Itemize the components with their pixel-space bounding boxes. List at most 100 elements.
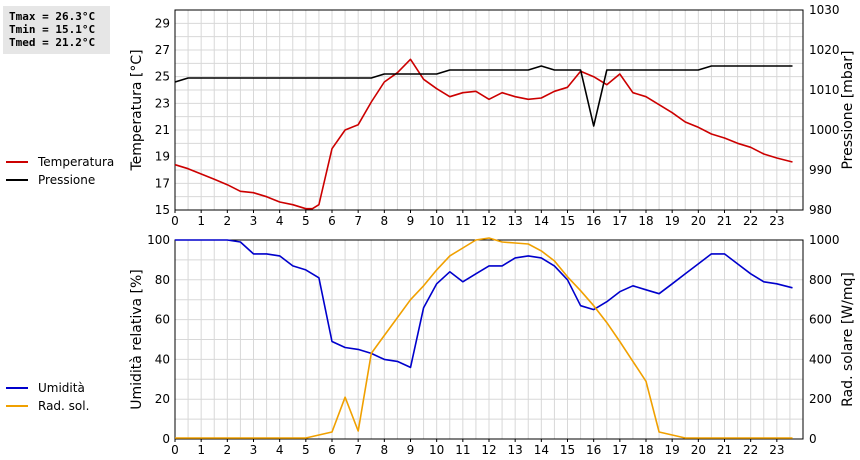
- x-tick-label-0-5: 5: [302, 214, 310, 228]
- x-tick-label-1-18: 18: [638, 443, 653, 457]
- x-tick-label-1-11: 11: [455, 443, 470, 457]
- legend-bottom: Umidità Rad. sol.: [6, 379, 89, 415]
- chart-panel-1: 0 1 2 3 4 5 6 7 8 9 10 11 12 13 14 15 16 17 18 19 20 21 22 2302…: [129, 233, 856, 457]
- x-tick-label-1-0: 0: [171, 443, 179, 457]
- y2-tick-label-0-0: 980: [809, 203, 832, 217]
- y-axis-label-1: Umidità relativa [%]: [129, 269, 145, 410]
- x-tick-label-1-14: 14: [534, 443, 549, 457]
- y2-tick-label-1-4: 800: [809, 273, 832, 287]
- x-tick-label-0-13: 13: [508, 214, 523, 228]
- x-tick-label-0-2: 2: [224, 214, 232, 228]
- x-tick-label-1-9: 9: [407, 443, 415, 457]
- x-tick-label-0-4: 4: [276, 214, 284, 228]
- legend-item-humidity: Umidità: [6, 379, 89, 397]
- stat-tmed: Tmed = 21.2°C: [9, 36, 96, 49]
- y2-axis-label-0: Pressione [mbar]: [840, 50, 856, 169]
- legend-label-radiation: Rad. sol.: [38, 399, 90, 413]
- y2-tick-label-0-1: 990: [809, 163, 832, 177]
- pressure-swatch: [6, 179, 28, 181]
- y2-tick-label-1-1: 200: [809, 392, 832, 406]
- x-tick-label-1-8: 8: [381, 443, 389, 457]
- x-tick-label-0-11: 11: [455, 214, 470, 228]
- y2-tick-label-1-3: 600: [809, 313, 832, 327]
- x-tick-label-0-17: 17: [612, 214, 627, 228]
- x-tick-label-1-21: 21: [717, 443, 732, 457]
- x-tick-label-1-19: 19: [665, 443, 680, 457]
- x-tick-label-1-20: 20: [691, 443, 706, 457]
- legend-label-pressure: Pressione: [38, 173, 96, 187]
- y2-tick-label-1-0: 0: [809, 432, 817, 446]
- series-line-1-0: [175, 239, 793, 369]
- x-tick-label-1-13: 13: [508, 443, 523, 457]
- x-tick-label-0-9: 9: [407, 214, 415, 228]
- x-tick-label-1-15: 15: [560, 443, 575, 457]
- x-tick-label-0-8: 8: [381, 214, 389, 228]
- legend-top: Temperatura Pressione: [6, 153, 114, 189]
- stats-box: Tmax = 26.3°C Tmin = 15.1°C Tmed = 21.2°…: [3, 6, 110, 54]
- y2-tick-label-0-2: 1000: [809, 123, 840, 137]
- y-tick-label-0-2: 19: [155, 150, 170, 164]
- x-tick-label-0-15: 15: [560, 214, 575, 228]
- series-line-0-0: [174, 58, 793, 210]
- y-axis-label-0: Temperatura [°C]: [129, 49, 145, 171]
- y-tick-label-0-1: 17: [155, 176, 170, 190]
- humidity-swatch: [6, 387, 28, 389]
- y-tick-label-1-3: 60: [155, 313, 170, 327]
- x-tick-label-0-14: 14: [534, 214, 549, 228]
- temperature-swatch: [6, 161, 28, 163]
- y-tick-label-0-4: 23: [155, 96, 170, 110]
- y2-tick-label-0-4: 1020: [809, 43, 840, 57]
- x-tick-label-0-18: 18: [638, 214, 653, 228]
- x-tick-label-0-7: 7: [354, 214, 362, 228]
- y-tick-label-1-2: 40: [155, 352, 170, 366]
- x-tick-label-1-3: 3: [250, 443, 258, 457]
- series-line-1-1: [175, 237, 793, 439]
- x-tick-label-0-22: 22: [743, 214, 758, 228]
- x-tick-label-1-12: 12: [481, 443, 496, 457]
- x-tick-label-1-23: 23: [769, 443, 784, 457]
- stat-tmax: Tmax = 26.3°C: [9, 10, 96, 23]
- legend-item-pressure: Pressione: [6, 171, 114, 189]
- x-tick-label-0-6: 6: [328, 214, 336, 228]
- x-tick-label-1-7: 7: [354, 443, 362, 457]
- x-tick-label-0-10: 10: [429, 214, 444, 228]
- y2-axis-label-1: Rad. solare [W/mq]: [840, 272, 856, 407]
- radiation-swatch: [6, 405, 28, 407]
- x-tick-label-0-1: 1: [197, 214, 205, 228]
- y-tick-label-0-3: 21: [155, 123, 170, 137]
- legend-label-temperature: Temperatura: [38, 155, 115, 169]
- x-tick-label-0-20: 20: [691, 214, 706, 228]
- y-tick-label-0-6: 27: [155, 43, 170, 57]
- x-tick-label-0-12: 12: [481, 214, 496, 228]
- chart-panel-0: 0 1 2 3 4 5 6 7 8 9 10 11 12 13 14 15 16 17 18 19 20 21 22 2315…: [129, 3, 856, 228]
- y-tick-label-1-5: 100: [147, 233, 170, 247]
- x-tick-label-0-16: 16: [586, 214, 601, 228]
- x-tick-label-1-17: 17: [612, 443, 627, 457]
- y-tick-label-1-0: 0: [162, 432, 170, 446]
- x-tick-label-0-21: 21: [717, 214, 732, 228]
- stat-tmin: Tmin = 15.1°C: [9, 23, 96, 36]
- x-tick-label-0-0: 0: [171, 214, 179, 228]
- legend-item-temperature: Temperatura: [6, 153, 114, 171]
- y2-tick-label-0-5: 1030: [809, 3, 840, 17]
- x-tick-label-1-10: 10: [429, 443, 444, 457]
- x-tick-label-0-3: 3: [250, 214, 258, 228]
- series-line-0-1: [174, 65, 793, 127]
- x-tick-label-0-23: 23: [769, 214, 784, 228]
- y2-tick-label-1-2: 400: [809, 352, 832, 366]
- y-tick-label-0-0: 15: [155, 203, 170, 217]
- x-tick-label-1-2: 2: [224, 443, 232, 457]
- x-tick-label-1-6: 6: [328, 443, 336, 457]
- x-tick-label-0-19: 19: [665, 214, 680, 228]
- y-tick-label-0-7: 29: [155, 16, 170, 30]
- x-tick-label-1-4: 4: [276, 443, 284, 457]
- y2-tick-label-1-5: 1000: [809, 233, 840, 247]
- y-tick-label-1-1: 20: [155, 392, 170, 406]
- x-tick-label-1-1: 1: [197, 443, 205, 457]
- legend-label-humidity: Umidità: [38, 381, 85, 395]
- legend-item-radiation: Rad. sol.: [6, 397, 89, 415]
- x-tick-label-1-5: 5: [302, 443, 310, 457]
- x-tick-label-1-16: 16: [586, 443, 601, 457]
- y2-tick-label-0-3: 1010: [809, 83, 840, 97]
